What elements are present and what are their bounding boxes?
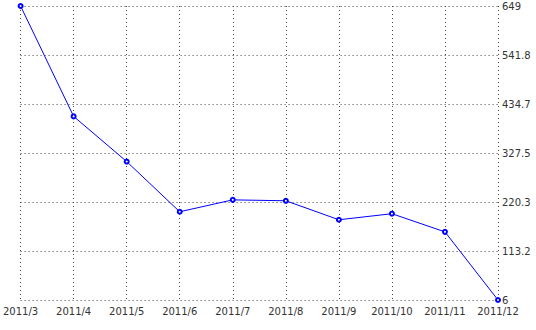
svg-text:434.7: 434.7 bbox=[502, 99, 531, 110]
svg-text:2011/10: 2011/10 bbox=[371, 306, 413, 317]
svg-text:2011/5: 2011/5 bbox=[109, 306, 144, 317]
svg-text:2011/12: 2011/12 bbox=[477, 306, 519, 317]
svg-text:2011/3: 2011/3 bbox=[3, 306, 38, 317]
svg-text:2011/6: 2011/6 bbox=[162, 306, 197, 317]
svg-text:2011/4: 2011/4 bbox=[56, 306, 91, 317]
svg-text:2011/9: 2011/9 bbox=[321, 306, 356, 317]
svg-text:113.2: 113.2 bbox=[502, 246, 531, 257]
svg-text:220.3: 220.3 bbox=[502, 197, 531, 208]
svg-text:6: 6 bbox=[502, 295, 508, 306]
svg-text:2011/8: 2011/8 bbox=[268, 306, 303, 317]
svg-text:2011/7: 2011/7 bbox=[215, 306, 250, 317]
svg-text:541.8: 541.8 bbox=[502, 50, 531, 61]
svg-text:2011/11: 2011/11 bbox=[424, 306, 466, 317]
svg-text:649: 649 bbox=[502, 1, 521, 12]
svg-text:327.5: 327.5 bbox=[502, 148, 531, 159]
